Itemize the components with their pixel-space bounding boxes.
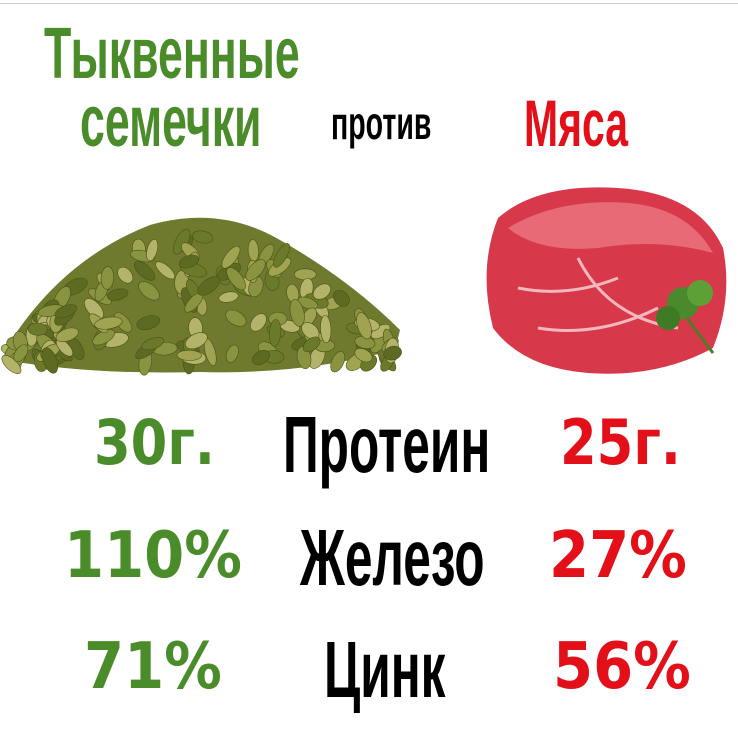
seed — [250, 313, 267, 332]
protein-meat-value: 25г. — [560, 406, 681, 479]
seed — [84, 298, 104, 320]
seed — [117, 266, 134, 284]
seed — [273, 243, 290, 268]
zinc-seeds-value: 71% — [84, 630, 222, 704]
seed — [221, 245, 241, 269]
seed — [136, 315, 161, 331]
iron-seeds-value: 110% — [64, 519, 242, 593]
seed — [320, 314, 332, 344]
seed — [245, 259, 266, 281]
zinc-meat-value: 56% — [553, 630, 691, 704]
seed — [27, 322, 48, 336]
protein-label: Протеин — [283, 400, 491, 489]
seed — [54, 304, 78, 319]
iron-meat-value: 27% — [549, 519, 687, 593]
seed — [55, 327, 79, 343]
seed — [176, 349, 202, 361]
seed — [192, 230, 214, 244]
seed — [293, 268, 317, 281]
seed — [141, 337, 165, 351]
seed — [41, 347, 59, 374]
seed — [269, 319, 282, 347]
seed — [225, 309, 247, 327]
seed — [302, 336, 321, 353]
seed — [13, 344, 29, 363]
seed — [133, 261, 156, 281]
seed — [383, 345, 402, 361]
seed — [155, 261, 176, 280]
seed — [179, 254, 199, 269]
seed — [92, 329, 115, 346]
seed — [146, 239, 159, 262]
seed — [107, 288, 129, 301]
seed — [289, 299, 305, 327]
protein-seeds-value: 30г. — [94, 406, 215, 479]
seed — [330, 351, 346, 373]
seed — [356, 312, 372, 340]
title-versus: против — [331, 97, 432, 149]
meat-image — [486, 187, 727, 374]
title-left-line1: Тыквенные — [44, 14, 300, 94]
title-right: Мяса — [524, 86, 628, 160]
seed — [226, 267, 246, 291]
seed — [218, 291, 239, 303]
seed — [297, 296, 319, 310]
seed — [312, 283, 332, 300]
iron-label: Железо — [300, 513, 485, 602]
seed — [197, 276, 221, 296]
seed — [100, 266, 115, 290]
seed — [225, 344, 239, 363]
seed — [354, 348, 373, 363]
seed — [138, 281, 160, 301]
seed — [251, 350, 270, 366]
seed — [94, 316, 123, 330]
seed — [185, 332, 208, 350]
top-divider — [0, 3, 738, 4]
zinc-label: Цинк — [324, 625, 446, 714]
seed — [332, 289, 350, 307]
parsley-icon — [656, 280, 715, 354]
title-left-line2: семечки — [80, 82, 262, 162]
pumpkin-seeds-image — [0, 217, 402, 376]
